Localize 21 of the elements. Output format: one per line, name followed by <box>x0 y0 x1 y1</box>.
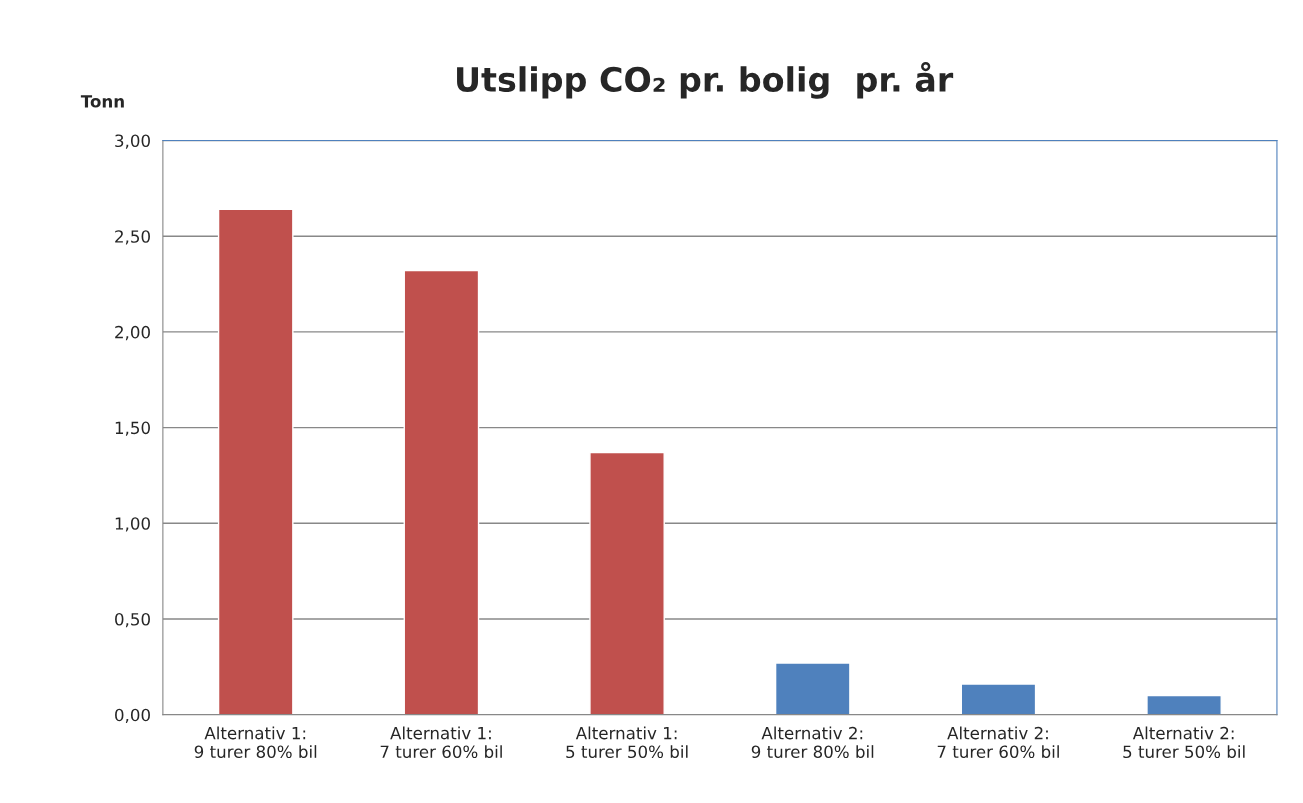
bar <box>217 208 294 715</box>
x-tick-label: Alternativ 1: 7 turer 60% bil <box>380 726 502 759</box>
y-tick-label: 3,00 <box>115 134 150 149</box>
x-tick-label: Alternativ 2: 7 turer 60% bil <box>937 726 1059 759</box>
y-tick-label: 1,00 <box>115 517 150 532</box>
x-tick-label: Alternativ 1: 5 turer 50% bil <box>566 726 688 759</box>
bar <box>1146 694 1222 715</box>
bar <box>589 451 665 715</box>
y-tick-label: 2,50 <box>115 230 150 245</box>
bar <box>774 662 851 715</box>
y-tick-label: 2,00 <box>115 325 150 341</box>
x-tick-label: Alternativ 1: 9 turer 80% bil <box>194 726 317 759</box>
bar <box>960 683 1037 715</box>
y-tick-label: 0,50 <box>115 612 150 628</box>
chart-title: Utslipp CO₂ pr. bolig pr. år <box>457 61 954 99</box>
y-axis-title: Tonn <box>80 95 124 108</box>
x-tick-label: Alternativ 2: 9 turer 80% bil <box>751 726 874 759</box>
bar <box>403 269 480 715</box>
x-tick-label: Alternativ 2: 5 turer 50% bil <box>1123 726 1245 759</box>
y-tick-label: 1,50 <box>115 421 150 436</box>
y-tick-label: 0,00 <box>115 708 150 723</box>
